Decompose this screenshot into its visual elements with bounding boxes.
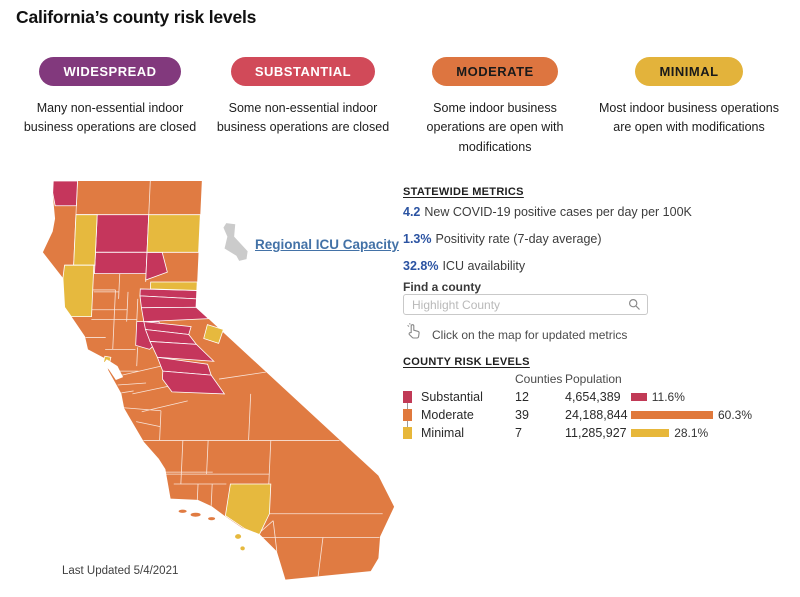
tier-badge-widespread: WIDESPREAD [39,57,181,86]
metric-label: ICU availability [442,259,526,273]
mini-california-icon [223,223,248,261]
risk-population-value: 24,188,844 [565,408,628,422]
tier-description: Most indoor business operations are open… [599,101,779,135]
county-search-input[interactable] [403,294,648,315]
county-risk-levels-heading: COUNTY RISK LEVELS [403,356,530,368]
find-county-label: Find a county [403,280,481,294]
metric-item: 1.3% Positivity rate (7-day average) [403,232,692,246]
tier-description: Some non-essential indoor business opera… [216,101,390,135]
regional-icu-capacity-link[interactable]: Regional ICU Capacity [255,237,400,252]
column-header-counties: Counties [515,371,563,386]
minimal-counties-layer[interactable] [51,214,283,536]
page-title: California’s county risk levels [16,7,257,27]
table-header-row: Counties Population [403,371,752,386]
metric-value: 1.3% [403,232,432,246]
risk-swatch [403,409,412,427]
risk-row-moderate: Moderate 39 24,188,844 60.3% [403,406,753,427]
metric-value: 32.8% [403,259,439,273]
last-updated: Last Updated 5/4/2021 [62,565,179,577]
pointer-hand-icon [407,323,420,339]
metric-label: New COVID-19 positive cases per day per … [424,205,692,219]
risk-population-value: 11,285,927 [565,426,627,440]
tier-description: Some indoor business operations are open… [426,101,564,154]
channel-islands [178,509,245,551]
risk-level-label: Minimal [421,426,465,440]
tier-card-widespread: WIDESPREAD Many non-essential indoor bus… [20,57,200,138]
risk-bar [631,411,713,419]
risk-swatch [403,427,412,439]
risk-counties-value: 7 [515,426,522,440]
lake-tahoe-water [196,292,203,305]
tier-card-substantial: SUBSTANTIAL Some non-essential indoor bu… [213,57,393,138]
california-state-shape[interactable] [30,181,402,580]
county-risk-levels-table: Counties Population Substantial 12 4,654… [403,371,752,442]
metric-item: 4.2 New COVID-19 positive cases per day p… [403,205,692,219]
risk-percent: 11.6% [651,390,685,404]
risk-level-label: Moderate [421,408,474,422]
tier-badge-moderate: MODERATE [432,57,558,86]
risk-percent: 60.3% [718,408,753,422]
sf-bay-water [103,359,124,381]
column-header-population: Population [565,371,622,386]
tier-description: Many non-essential indoor business opera… [23,101,197,135]
risk-level-label: Substantial [421,390,483,404]
california-county-map[interactable] [30,181,402,587]
substantial-counties-layer[interactable] [43,181,234,395]
risk-population-value: 4,654,389 [565,390,621,404]
tier-badge-minimal: MINIMAL [635,57,743,86]
statewide-metrics-list: 4.2 New COVID-19 positive cases per day p… [403,205,692,286]
risk-bar [631,393,647,401]
risk-row-substantial: Substantial 12 4,654,389 11.6% [403,388,752,409]
statewide-metrics-heading: STATEWIDE METRICS [403,186,524,198]
tier-card-moderate: MODERATE Some indoor business operations… [413,57,577,157]
map-click-hint: Click on the map for updated metrics [432,328,628,342]
search-icon [628,298,640,310]
risk-counties-value: 39 [515,408,529,422]
risk-bar [631,429,670,437]
metric-label: Positivity rate (7-day average) [435,232,602,246]
risk-counties-value: 12 [515,390,529,404]
risk-row-minimal: Minimal 7 11,285,927 28.1% [403,424,752,442]
metric-item: 32.8% ICU availability [403,259,692,273]
risk-swatch [403,391,412,409]
tier-badge-substantial: SUBSTANTIAL [230,57,376,86]
tier-card-minimal: MINIMAL Most indoor business operations … [589,57,789,138]
risk-percent: 28.1% [674,426,709,440]
metric-value: 4.2 [403,205,421,219]
